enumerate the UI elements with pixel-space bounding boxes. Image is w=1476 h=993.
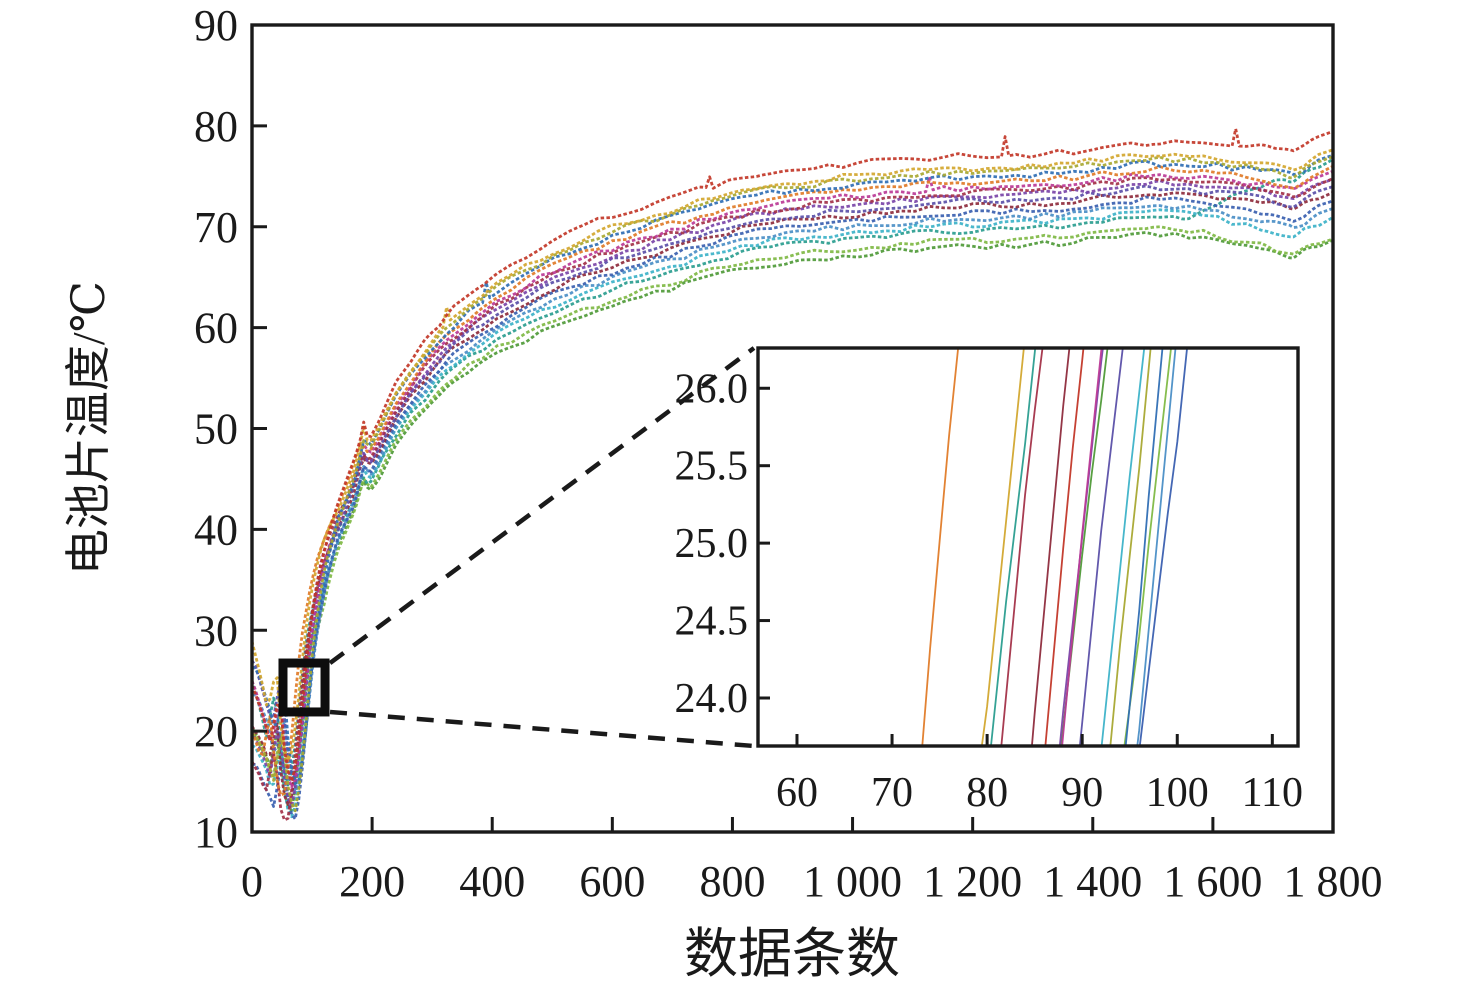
series-line-s6: [252, 169, 1333, 789]
inset-series-line-s14: [990, 348, 1037, 746]
x-tick-label: 0: [241, 857, 263, 906]
inset-y-tick-label: 24.0: [675, 676, 749, 722]
inset-x-tick-label: 100: [1146, 770, 1209, 816]
x-axis-ticks: 0 200 400 600 800 1 000 1 200 1 400 1 600 1 800: [241, 817, 1383, 906]
series-line-s14: [252, 158, 1333, 787]
x-tick-label: 400: [459, 857, 525, 906]
inset-x-tick-label: 70: [871, 770, 913, 816]
y-tick-label: 50: [194, 405, 238, 454]
inset-x-tick-label: 60: [776, 770, 818, 816]
series-line-s11: [252, 195, 1333, 821]
series-line-s3: [252, 155, 1333, 813]
y-axis-ticks: 10 20 30 40 50 60 70 80 90: [194, 1, 267, 857]
series-line-s16: [252, 231, 1333, 812]
zoom-connector-bottom: [329, 709, 755, 749]
series-line-s12: [252, 204, 1333, 793]
y-tick-label: 40: [194, 505, 238, 554]
series-line-s1: [252, 127, 1333, 783]
inset-x-tick-label: 90: [1061, 770, 1103, 816]
inset-y-tick-label: 25.5: [675, 444, 749, 490]
x-tick-label: 800: [699, 857, 765, 906]
inset-y-tick-label: 24.5: [675, 599, 749, 645]
x-axis-title: 数据条数: [684, 924, 900, 984]
y-tick-label: 10: [194, 808, 238, 857]
inset-axes: [756, 346, 1300, 748]
y-tick-label: 90: [194, 1, 238, 50]
x-tick-label: 600: [579, 857, 645, 906]
zoom-region-box: [278, 658, 330, 717]
zoom-connector-top: [328, 346, 756, 665]
series-line-s7: [252, 176, 1333, 822]
series-line-s5: [252, 164, 1333, 797]
x-tick-label: 200: [339, 857, 405, 906]
x-tick-label: 1 400: [1043, 857, 1142, 906]
series-line-s2: [252, 148, 1333, 762]
inset-y-tick-label: 26.0: [675, 366, 749, 412]
zoom-indicator: [278, 346, 756, 749]
series-line-s9: [252, 184, 1333, 780]
y-tick-label: 20: [194, 707, 238, 756]
x-tick-label: 1 000: [803, 857, 902, 906]
inset-x-tick-label: 80: [966, 770, 1008, 816]
x-tick-label: 1 600: [1163, 857, 1262, 906]
main-series-lines: [252, 127, 1333, 822]
inset-y-tick-label: 25.0: [675, 521, 749, 567]
x-tick-label: 1 200: [923, 857, 1022, 906]
inset-border: [756, 346, 1300, 748]
inset-series-line-s7: [1000, 348, 1044, 746]
y-tick-label: 60: [194, 304, 238, 353]
x-tick-label: 1 800: [1284, 857, 1383, 906]
inset-plot: 60 70 80 90 100 110 24.0 24.5 25.0 25.5 26.0: [675, 346, 1304, 816]
series-line-s10: [252, 191, 1333, 806]
y-tick-label: 70: [194, 203, 238, 252]
inset-background: [758, 348, 1298, 746]
inset-x-tick-label: 110: [1242, 770, 1303, 816]
y-tick-label: 80: [194, 102, 238, 151]
inset-ticks: 60 70 80 90 100 110 24.0 24.5 25.0 25.5 26.0: [675, 366, 1304, 816]
series-line-s15: [252, 225, 1333, 812]
inset-series-lines: [921, 348, 1188, 746]
series-line-s4: [252, 153, 1333, 786]
y-axis-title: 电池片温度/℃: [63, 281, 114, 575]
y-tick-label: 30: [194, 606, 238, 655]
